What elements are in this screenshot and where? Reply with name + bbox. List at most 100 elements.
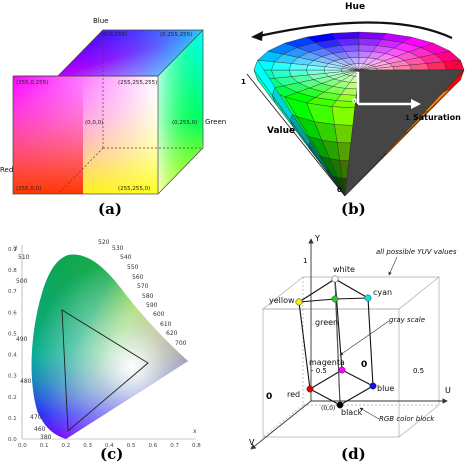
caption-d: (d)	[341, 445, 366, 463]
label-blue: blue	[377, 384, 394, 393]
annotation-zero-left: 0	[266, 392, 272, 402]
cie-x-tick: 0.8	[192, 443, 201, 449]
cie-wavelength-label: 470	[30, 414, 42, 421]
v-axis	[250, 400, 312, 450]
cie-wavelength-label: 380	[40, 434, 52, 441]
hue-wedge	[426, 61, 447, 71]
saturation-arrowhead	[411, 99, 421, 109]
axis-label-red: Red	[0, 166, 13, 174]
panel-d-yuv-space: Y U V white yellow cyan green magenta red blue…	[249, 234, 457, 463]
annotation-gray: gray scale	[389, 316, 425, 324]
label-top-right: (0,255,255)	[160, 32, 192, 38]
annotation-zero-right: 0	[361, 360, 367, 370]
cie-x-tick: 0.5	[127, 443, 136, 449]
point-cyan	[364, 294, 372, 302]
panel-c-cie-diagram: 0.9 0.8 0.7 0.6 0.5 0.4 0.3 0.2 0.1 0.00.0 0.1 0.2 0…	[8, 239, 201, 463]
cie-wavelength-label: 610	[160, 321, 172, 328]
cie-wavelength-label: 480	[20, 378, 32, 385]
cube-front-face-red	[13, 76, 83, 194]
label-cyan: cyan	[373, 288, 392, 297]
cie-wavelength-label: 530	[112, 245, 124, 252]
point-magenta	[338, 366, 346, 374]
label-front-top-left: (255,0,255)	[16, 80, 48, 86]
hue-arrowhead	[251, 31, 263, 41]
cie-ticks: 0.9 0.8 0.7 0.6 0.5 0.4 0.3 0.2 0.1 0.00.0 0.1 0.2 0…	[8, 247, 201, 449]
label-hue: Hue	[345, 2, 365, 12]
cie-gamut-triangle	[61, 309, 149, 432]
pointer-rgb-block	[359, 407, 380, 420]
label-right-mid: (0,255,0)	[172, 120, 197, 126]
cone-side-wedge	[326, 168, 346, 197]
cie-x-axis-label: x	[193, 428, 197, 435]
hue-wedge	[271, 69, 292, 79]
axis-label-blue: Blue	[93, 17, 109, 25]
value-axis	[246, 73, 346, 197]
label-value: Value	[267, 126, 295, 136]
hue-arrow	[258, 21, 453, 39]
cie-y-tick: 0.4	[8, 353, 17, 359]
cie-axes	[21, 245, 196, 440]
axis-label-green: Green	[205, 118, 226, 126]
label-value-top: 1	[241, 78, 246, 86]
cone-side-wedges	[253, 59, 465, 197]
annotation-half: 0.5	[413, 367, 424, 375]
cie-x-tick: 0.6	[149, 443, 158, 449]
point-green	[331, 295, 339, 303]
cie-wavelength-label: 590	[146, 302, 158, 309]
cie-wavelength-label: 570	[137, 283, 149, 290]
cie-y-tick: 0.5	[8, 331, 17, 337]
label-bottom-left: (255,0,0)	[16, 186, 41, 192]
label-sat-end: 1	[405, 114, 410, 122]
cie-wavelength-label: 460	[34, 426, 46, 433]
cie-y-tick: 0.8	[8, 268, 17, 274]
point-white	[331, 275, 339, 283]
cube-top-face-overlay	[58, 30, 203, 76]
cie-wavelength-label: 700	[175, 340, 187, 347]
point-yellow	[295, 298, 303, 306]
label-red: red	[287, 390, 300, 399]
label-value-bottom: 0	[337, 186, 342, 194]
label-black: black	[341, 408, 363, 417]
cie-x-tick: 0.4	[105, 443, 114, 449]
point-black	[336, 401, 344, 409]
caption-b: (b)	[341, 200, 366, 218]
cie-wavelength-label: 540	[120, 254, 132, 261]
annotation-yuv: all possible YUV values	[376, 248, 457, 256]
cie-white-point	[31, 254, 189, 440]
axis-label-y: Y	[314, 234, 320, 243]
cie-wavelength-label: 550	[127, 264, 139, 271]
label-front-top-right: (255,255,255)	[118, 80, 157, 86]
cie-x-tick: 0.2	[62, 443, 71, 449]
annotation-rgb-block: RGB color block	[379, 415, 435, 423]
hue-wedge	[331, 31, 360, 40]
cube-edges	[12, 29, 204, 195]
label-green: green	[315, 318, 338, 327]
cie-y-tick: 0.9	[8, 247, 17, 253]
point-blue	[369, 382, 377, 390]
cie-wavelength-label: 620	[166, 330, 178, 337]
cie-x-tick: 0.3	[83, 443, 92, 449]
annotation-minus-half: - 0.5	[311, 367, 327, 375]
pointer-yuv	[388, 256, 398, 276]
annotation-one: 1	[303, 257, 307, 265]
caption-a: (a)	[98, 200, 122, 218]
label-magenta: magenta	[309, 358, 345, 367]
cie-y-tick: 0.0	[8, 437, 17, 443]
label-sat-start: 0	[352, 97, 357, 105]
cie-wavelength-label: 490	[16, 336, 28, 343]
label-center: (0,0,0)	[85, 120, 103, 126]
cie-x-tick: 0.7	[170, 443, 179, 449]
cie-wavelength-label: 510	[18, 254, 30, 261]
label-saturation: Saturation	[413, 113, 461, 122]
cie-wavelength-label: 600	[153, 311, 165, 318]
cie-x-tick: 0.1	[40, 443, 49, 449]
cie-wavelength-label: 580	[142, 293, 154, 300]
cie-wavelength-label: 520	[98, 239, 110, 246]
cie-y-axis-label: y	[14, 244, 18, 251]
label-white: white	[333, 265, 355, 274]
cie-y-tick: 0.6	[8, 310, 17, 316]
cie-wavelength-label: 500	[16, 278, 28, 285]
label-top-left: (0,0,255)	[102, 32, 127, 38]
cie-y-tick: 0.1	[8, 416, 17, 422]
cube-right-face-overlay	[158, 30, 203, 194]
